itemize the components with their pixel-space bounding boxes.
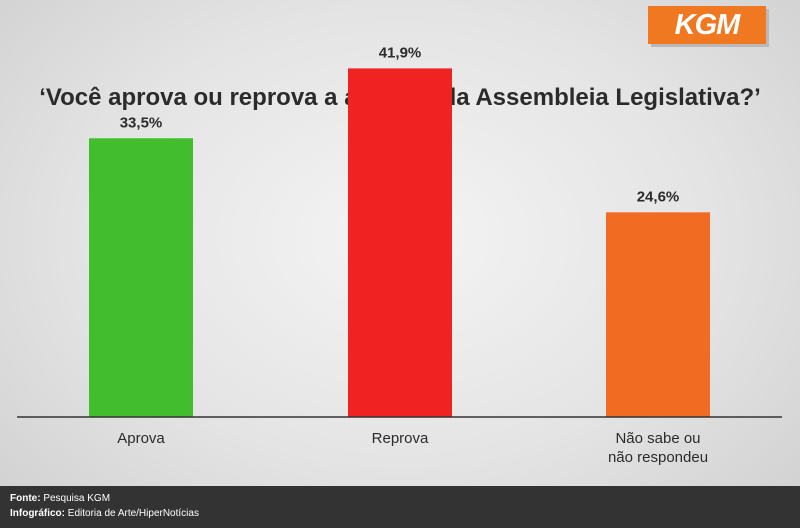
infographic-line: Infográfico: Editoria de Arte/HiperNotíc… [10,506,790,521]
category-label: Não sabe ou não respondeu [608,430,708,466]
kgm-logo: KGM [648,6,766,44]
category-label: Aprova [117,430,165,447]
logo-text: KGM [674,8,741,41]
source-value: Pesquisa KGM [43,493,111,504]
bar [348,68,452,417]
bar [89,138,193,417]
category-label: Reprova [372,430,429,447]
value-label: 33,5% [120,114,163,131]
footer: Fonte: Pesquisa KGM Infográfico: Editori… [0,486,800,528]
value-label: 24,6% [637,188,680,205]
source-label: Fonte: [10,493,41,504]
bar [606,212,710,417]
value-label: 41,9% [379,44,422,61]
infographic-value: Editoria de Arte/HiperNotícias [67,508,199,519]
source-line: Fonte: Pesquisa KGM [10,491,790,506]
infographic-label: Infográfico: [10,508,65,519]
